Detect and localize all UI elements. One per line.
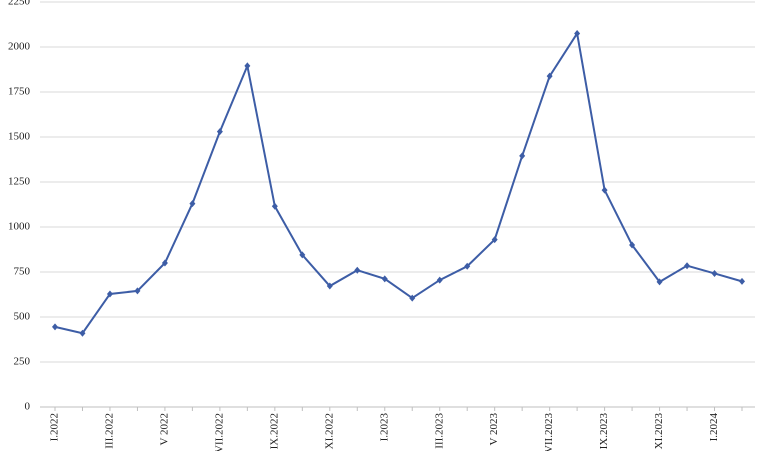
- x-tick-label: XI.2022: [323, 413, 335, 449]
- data-point: [52, 323, 58, 331]
- y-tick-label: 1250: [8, 176, 31, 188]
- x-tick-label: IX.2022: [268, 413, 280, 449]
- data-point: [519, 152, 526, 160]
- x-tick-label: I.2023: [378, 413, 390, 442]
- data-point: [244, 62, 251, 70]
- data-point: [189, 200, 196, 208]
- data-point: [491, 236, 498, 244]
- y-tick-label: 250: [14, 356, 31, 368]
- data-point: [574, 30, 581, 37]
- data-point: [739, 277, 745, 285]
- data-point: [354, 266, 361, 274]
- data-point: [684, 262, 691, 270]
- y-tick-label: 1750: [8, 86, 31, 98]
- data-point: [711, 269, 718, 277]
- data-point: [106, 290, 113, 298]
- y-tick-label: 1000: [8, 221, 31, 233]
- y-tick-label: 500: [14, 311, 31, 323]
- y-tick-label: 750: [14, 266, 31, 278]
- data-point: [656, 278, 663, 286]
- data-point: [216, 128, 223, 136]
- data-point: [326, 282, 333, 290]
- data-point: [436, 276, 443, 284]
- data-point: [409, 294, 416, 302]
- series-line: [54, 30, 743, 335]
- x-tick-label: V 2023: [488, 413, 500, 446]
- x-tick-label: I.2022: [49, 413, 61, 441]
- y-tick-label: 1500: [8, 131, 31, 143]
- data-point: [464, 262, 471, 270]
- x-tick-label: IX.2023: [598, 413, 610, 450]
- data-point: [271, 202, 278, 210]
- x-tick-label: I.2024: [708, 413, 720, 442]
- x-tick-label: III.2022: [103, 413, 115, 449]
- data-point: [629, 241, 636, 249]
- x-tick-label: III.2023: [433, 413, 445, 449]
- data-point: [601, 186, 608, 194]
- y-tick-label: 2250: [8, 0, 31, 8]
- data-point: [79, 329, 86, 337]
- x-tick-label: VII.2022: [213, 413, 225, 451]
- x-tick-label: XI.2023: [653, 413, 665, 450]
- y-tick-label: 0: [25, 401, 31, 413]
- y-tick-label: 2000: [8, 41, 31, 53]
- data-point: [299, 251, 306, 259]
- x-tick-label: V 2022: [158, 413, 170, 446]
- data-point: [161, 259, 168, 267]
- data-point: [381, 275, 388, 283]
- data-point: [546, 72, 553, 80]
- data-point: [134, 287, 141, 295]
- x-tick-label: VII.2023: [543, 413, 555, 451]
